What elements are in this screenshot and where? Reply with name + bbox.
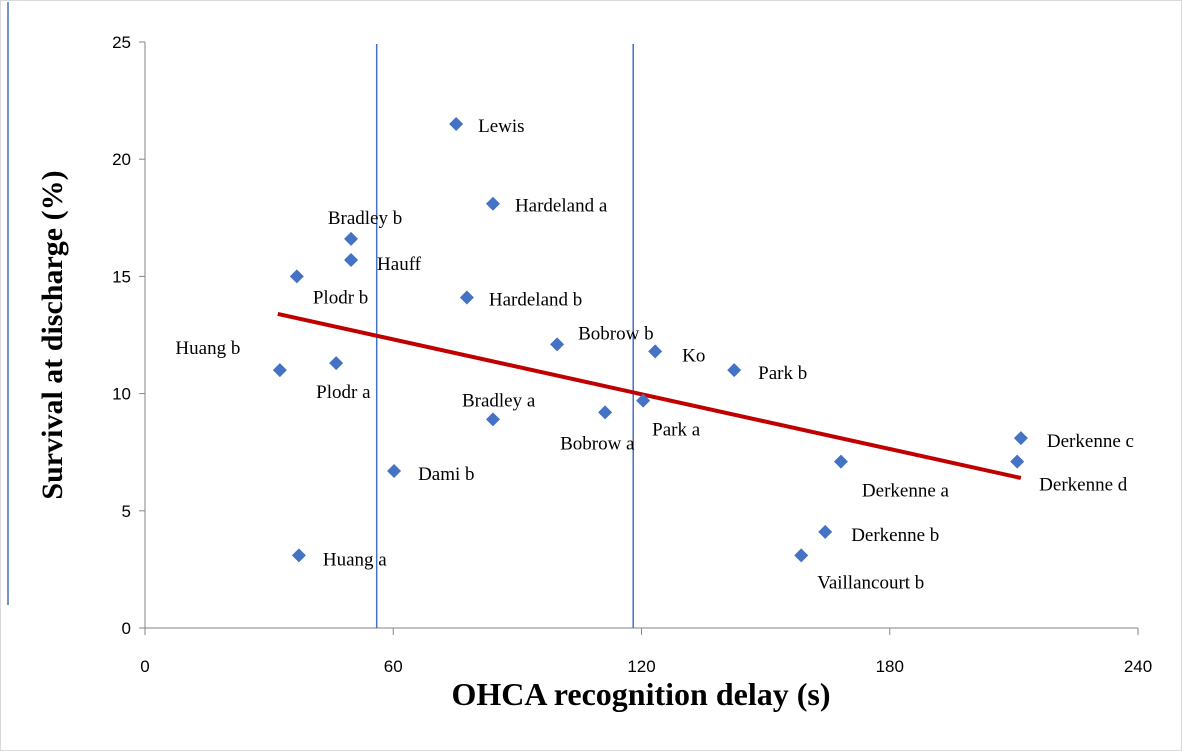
y-tick-label: 20	[112, 150, 131, 169]
point-label: Hauff	[377, 254, 422, 275]
x-tick-label: 180	[876, 657, 904, 676]
point-label: Derkenne d	[1039, 475, 1128, 496]
x-tick-label: 240	[1124, 657, 1152, 676]
point	[818, 524, 833, 539]
point-label: Vaillancourt b	[817, 572, 924, 593]
point	[833, 454, 848, 469]
point-label: Derkenne c	[1047, 431, 1134, 452]
point	[485, 412, 500, 427]
point	[449, 117, 464, 132]
point	[459, 290, 474, 305]
point-label: Hardeland a	[515, 196, 608, 217]
point	[289, 269, 304, 284]
point-label: Plodr b	[313, 287, 368, 308]
x-tick-label: 0	[140, 657, 149, 676]
y-tick-label: 0	[122, 619, 131, 638]
trend-line	[277, 311, 1022, 480]
point-label: Ko	[682, 345, 705, 366]
point-label: Dami b	[418, 464, 474, 485]
point	[387, 463, 402, 478]
point-label: Huang a	[323, 549, 387, 570]
x-axis-title: OHCA recognition delay (s)	[452, 676, 831, 712]
point	[1010, 454, 1025, 469]
point	[344, 231, 359, 246]
point	[1013, 431, 1028, 446]
y-tick-label: 5	[122, 502, 131, 521]
point	[344, 252, 359, 267]
point	[329, 356, 344, 371]
point-label: Huang b	[175, 338, 240, 359]
point	[598, 405, 613, 420]
point	[550, 337, 565, 352]
point-label: Plodr a	[316, 382, 371, 403]
point	[794, 548, 809, 563]
point	[272, 363, 287, 378]
point-label: Lewis	[478, 116, 524, 137]
y-axis-title: Survival at discharge (%)	[36, 170, 69, 499]
point-label: Bobrow b	[578, 323, 653, 344]
y-tick-label: 15	[112, 267, 131, 286]
point-label: Derkenne b	[851, 525, 939, 546]
point-label: Park a	[652, 420, 701, 441]
point	[648, 344, 663, 359]
x-tick-label: 60	[384, 657, 403, 676]
point-label: Bradley b	[328, 208, 402, 229]
x-tick-label: 120	[627, 657, 655, 676]
point	[291, 548, 306, 563]
point-label: Park b	[758, 363, 807, 384]
point-label: Derkenne a	[862, 481, 950, 502]
y-tick-label: 25	[112, 33, 131, 52]
y-tick-label: 10	[112, 385, 131, 404]
point-label: Hardeland b	[489, 289, 582, 310]
point	[485, 196, 500, 211]
point-label: Bradley a	[462, 390, 536, 411]
point	[636, 393, 651, 408]
point	[727, 363, 742, 378]
point-label: Bobrow a	[560, 433, 635, 454]
